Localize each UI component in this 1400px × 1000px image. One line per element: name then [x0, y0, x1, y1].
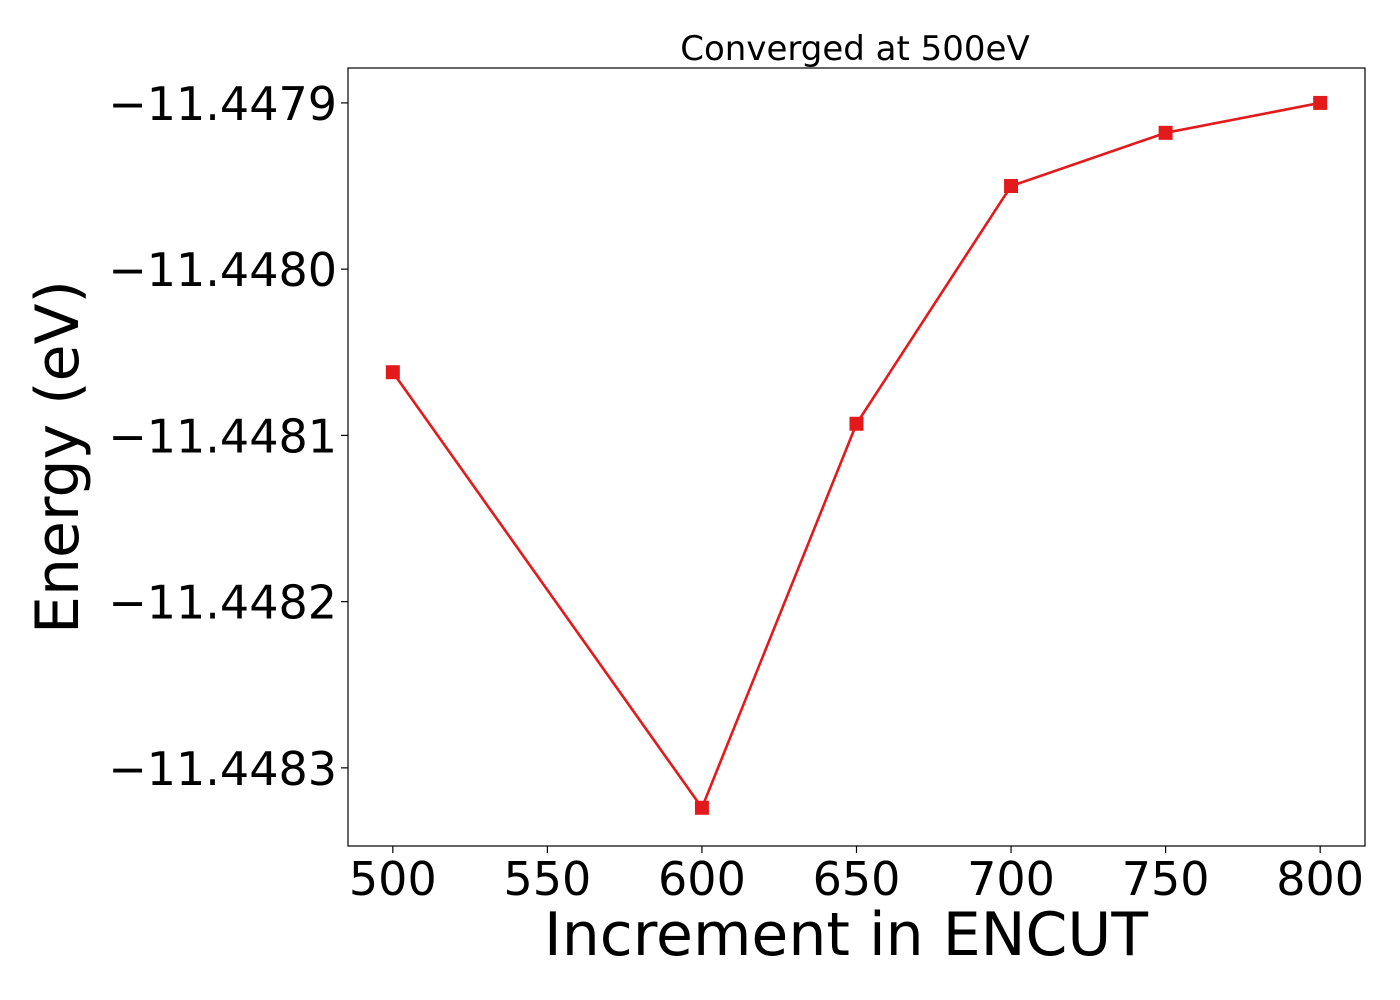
- data-point-marker: [694, 800, 709, 815]
- x-tick-label: 550: [503, 852, 591, 906]
- plot-area: [347, 67, 1366, 847]
- series-layer: [385, 95, 1328, 815]
- x-axis-ticks: 500 550 600 650 700 750 800: [349, 846, 1364, 906]
- x-tick-label: 800: [1276, 852, 1364, 906]
- data-point-marker: [1313, 95, 1328, 110]
- y-axis-ticks: −11.4483 −11.4482 −11.4481 −11.4480 −11.4479: [108, 77, 348, 796]
- chart-title: Converged at 500eV: [680, 29, 1029, 69]
- data-point-marker: [1158, 125, 1173, 140]
- x-axis-label: Increment in ENCUT: [544, 900, 1148, 970]
- x-tick-label: 750: [1122, 852, 1210, 906]
- x-tick-label: 600: [658, 852, 746, 906]
- data-point-marker: [1004, 179, 1019, 194]
- x-tick-label: 500: [349, 852, 437, 906]
- y-axis-label: Energy (eV): [23, 280, 93, 634]
- y-tick-label: −11.4480: [108, 243, 337, 297]
- data-point-marker: [849, 416, 864, 431]
- y-tick-label: −11.4483: [108, 742, 337, 796]
- x-tick-label: 650: [813, 852, 901, 906]
- series-line: [391, 101, 1321, 810]
- y-tick-label: −11.4481: [108, 409, 337, 463]
- x-tick-label: 700: [967, 852, 1055, 906]
- y-tick-label: −11.4482: [108, 576, 337, 630]
- y-tick-label: −11.4479: [108, 77, 337, 131]
- data-point-marker: [385, 365, 400, 380]
